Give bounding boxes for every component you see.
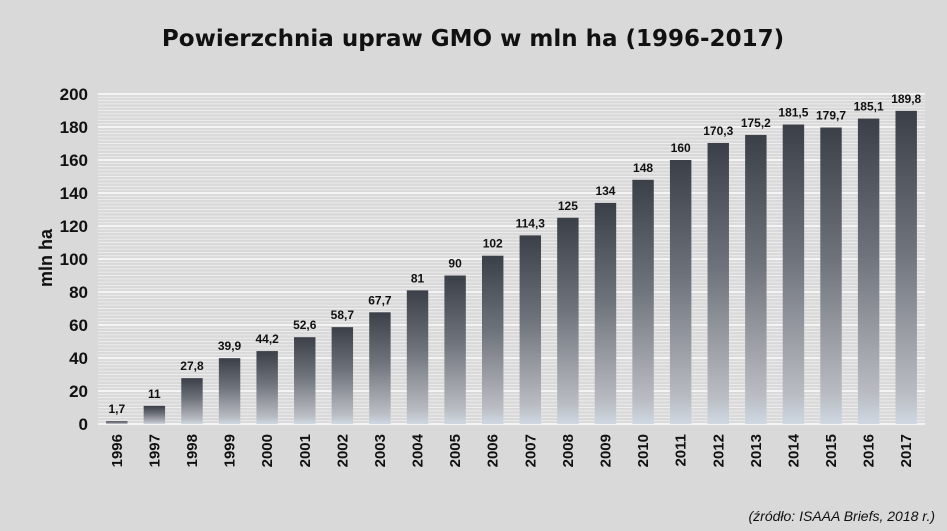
data-label: 175,2: [741, 116, 771, 130]
y-tick-label: 120: [60, 217, 88, 236]
x-tick-label: 2009: [597, 434, 614, 467]
data-label: 1,7: [108, 402, 125, 416]
x-tick-label: 1999: [222, 434, 239, 467]
x-axis-ticks: 1996 1997 1998 1999 2000 2001 2002 2003 2004 2005…: [109, 433, 915, 467]
y-axis-label: mln ha: [36, 228, 56, 287]
data-label: 90: [448, 257, 462, 271]
bar-2005: [444, 275, 466, 424]
data-label: 148: [633, 161, 653, 175]
data-label: 67,7: [368, 293, 392, 307]
x-tick-label: 1996: [109, 434, 126, 467]
x-tick-label: 2008: [560, 434, 577, 467]
bar-2015: [820, 127, 842, 425]
data-label: 181,5: [778, 106, 808, 120]
x-tick-label: 2006: [485, 434, 502, 467]
data-label: 170,3: [703, 124, 733, 138]
data-label: 27,8: [180, 359, 204, 373]
bar-2008: [557, 217, 579, 424]
x-tick-label: 2001: [297, 434, 314, 467]
x-tick-label: 1997: [146, 434, 163, 467]
data-label: 125: [558, 199, 578, 213]
x-tick-label: 2012: [710, 434, 727, 467]
bar-1996: [106, 421, 128, 424]
bar-2013: [745, 134, 767, 425]
x-tick-label: 2000: [259, 434, 276, 467]
data-label: 114,3: [516, 216, 546, 230]
bar-1998: [181, 378, 203, 424]
data-label: 52,6: [293, 318, 317, 332]
x-tick-label: 2010: [635, 434, 652, 467]
bar-2003: [369, 312, 391, 424]
chart-title: Powierzchnia upraw GMO w mln ha (1996-20…: [162, 26, 784, 52]
data-label: 179,7: [816, 108, 846, 122]
bar-2017: [895, 110, 917, 424]
x-tick-label: 2004: [410, 433, 427, 467]
data-label: 11: [148, 387, 161, 401]
bar-2012: [707, 143, 729, 424]
bar-2000: [256, 351, 278, 424]
bar-1997: [143, 405, 166, 424]
y-tick-label: 160: [60, 151, 88, 170]
x-tick-label: 2016: [861, 434, 878, 467]
x-tick-label: 2015: [823, 434, 840, 467]
data-label: 185,1: [854, 100, 884, 114]
x-tick-label: 2002: [334, 434, 351, 467]
bar-2009: [594, 202, 617, 424]
y-tick-label: 140: [60, 184, 88, 203]
y-tick-label: 200: [60, 85, 88, 104]
x-tick-label: 1998: [184, 434, 201, 467]
y-tick-label: 40: [69, 349, 88, 368]
data-label: 44,2: [255, 332, 279, 346]
bar-2006: [481, 255, 504, 424]
source-note: (źródło: ISAAA Briefs, 2018 r.): [749, 508, 935, 524]
y-tick-label: 80: [69, 283, 88, 302]
data-label: 160: [671, 141, 691, 155]
data-label: 58,7: [331, 308, 355, 322]
data-label: 189,8: [891, 92, 921, 106]
data-label: 102: [483, 237, 503, 251]
y-tick-label: 180: [60, 118, 88, 137]
bar-2014: [782, 124, 805, 425]
y-tick-label: 0: [79, 415, 88, 434]
x-tick-label: 2013: [748, 434, 765, 467]
data-labels: 1,7 11 27,8 39,9 44,2 52,6 58,7 67,7 81 90 102 114,…: [108, 92, 921, 416]
y-tick-label: 60: [69, 316, 88, 335]
x-tick-label: 2007: [522, 434, 539, 467]
y-tick-label: 100: [60, 250, 88, 269]
bar-2016: [857, 118, 880, 425]
x-tick-label: 2005: [447, 434, 464, 467]
data-label: 39,9: [218, 339, 242, 353]
bar-2007: [519, 235, 542, 424]
x-tick-label: 2014: [785, 433, 802, 467]
bar-2002: [331, 327, 354, 424]
bar-2011: [669, 160, 692, 424]
bar-2010: [632, 179, 654, 424]
bar-2001: [294, 337, 316, 424]
bar-1999: [218, 358, 241, 424]
bars: [106, 110, 917, 425]
y-tick-label: 20: [69, 382, 88, 401]
bar-2004: [406, 290, 429, 424]
x-tick-label: 2017: [898, 434, 915, 467]
x-tick-label: 2003: [372, 434, 389, 467]
x-tick-label: 2011: [673, 434, 690, 467]
data-label: 134: [595, 184, 615, 198]
y-axis-ticks: 0 20 40 60 80 100 120 140 160 180 200: [60, 85, 88, 434]
data-label: 81: [411, 271, 425, 285]
